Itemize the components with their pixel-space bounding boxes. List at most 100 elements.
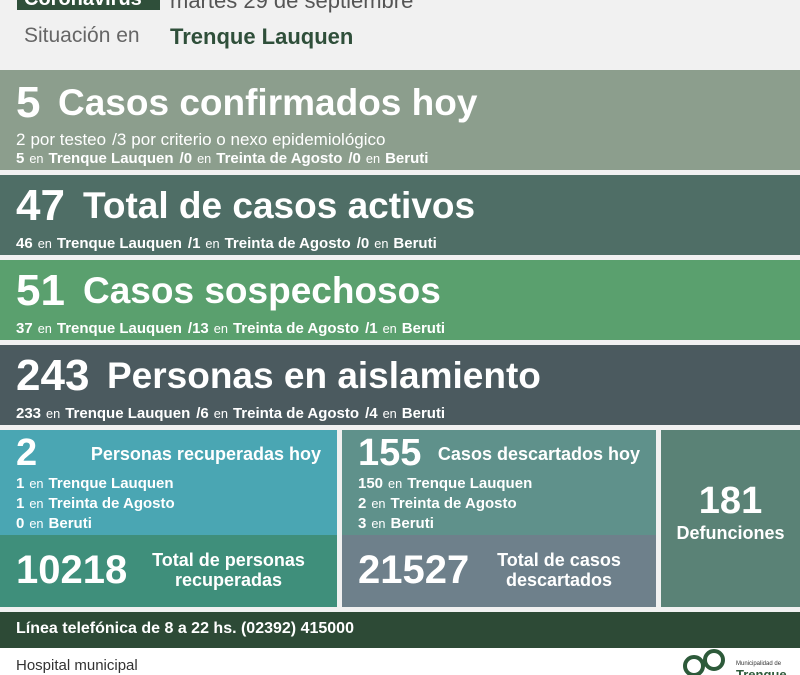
connector: en bbox=[205, 236, 220, 251]
connector: en bbox=[29, 151, 44, 166]
connector: en bbox=[197, 151, 212, 166]
count: 233 bbox=[16, 405, 42, 422]
count: 2 bbox=[16, 130, 26, 149]
separator: / bbox=[187, 320, 193, 337]
big-number: 47 bbox=[16, 181, 65, 230]
text-line: 233 en Trenque Lauquen/6 en Treinta de Agost… bbox=[16, 405, 445, 422]
place: Treinta de Agosto bbox=[216, 150, 343, 167]
connector: en bbox=[29, 496, 44, 511]
section-title: Total de casos activos bbox=[83, 185, 476, 226]
separator: / bbox=[365, 405, 370, 422]
place: Treinta de Agosto bbox=[224, 235, 351, 252]
text-line: 150 en Trenque Lauquen bbox=[358, 475, 532, 492]
section-title: Personas en aislamiento bbox=[107, 355, 541, 396]
count: 13 bbox=[192, 320, 209, 337]
separator: / bbox=[365, 320, 370, 337]
count: 37 bbox=[16, 320, 33, 337]
location-prefix: Situación en bbox=[24, 24, 140, 47]
total-number: 10218 bbox=[16, 548, 128, 592]
count: 1 bbox=[16, 495, 25, 512]
phone: Línea telefónica de 8 a 22 hs. (02392) 4… bbox=[16, 620, 354, 637]
phone-bg bbox=[0, 612, 800, 648]
count: 2 bbox=[358, 495, 367, 512]
place: Treinta de Agosto bbox=[48, 495, 175, 512]
connector: en bbox=[371, 496, 386, 511]
place: Beruti bbox=[390, 515, 434, 532]
separator: / bbox=[112, 130, 117, 149]
card-bg bbox=[0, 430, 337, 535]
card-number: 155 bbox=[358, 432, 422, 474]
separator: / bbox=[179, 150, 184, 167]
connector: en bbox=[213, 321, 228, 336]
card-title: Casos descartados hoy bbox=[437, 444, 640, 464]
deaths-number: 181 bbox=[698, 480, 763, 522]
connector: en bbox=[371, 516, 386, 531]
card-bg bbox=[0, 535, 337, 607]
big-number: 5 bbox=[16, 78, 41, 127]
place: Trenque Lauquen bbox=[65, 405, 191, 422]
count: 0 bbox=[183, 150, 193, 167]
place: Beruti bbox=[393, 235, 437, 252]
text-line: 5 en Trenque Lauquen/0 en Treinta de Agosto /… bbox=[16, 150, 428, 167]
place: Beruti bbox=[48, 515, 92, 532]
text-line: 2 en Treinta de Agosto bbox=[358, 495, 517, 512]
separator: / bbox=[187, 235, 193, 252]
separator: / bbox=[348, 150, 353, 167]
count: 3 bbox=[116, 130, 127, 149]
count: 46 bbox=[16, 235, 33, 252]
detail-text: por criterio o nexo epidemiológico bbox=[131, 130, 386, 149]
count: 0 bbox=[352, 150, 361, 167]
count: 1 bbox=[16, 475, 25, 492]
logo bbox=[683, 649, 725, 675]
section-bg bbox=[0, 345, 800, 425]
connector: en bbox=[382, 406, 397, 421]
count: 1 bbox=[369, 320, 378, 337]
badge: Coronavirus bbox=[24, 0, 142, 11]
place: Beruti bbox=[401, 320, 446, 337]
text-line: 1 en Treinta de Agosto bbox=[16, 495, 175, 512]
place: Beruti bbox=[401, 405, 446, 422]
section-bg bbox=[0, 70, 800, 170]
date: martes 29 de septiembre bbox=[170, 0, 414, 13]
count: 1 bbox=[192, 235, 201, 252]
connector: en bbox=[37, 321, 52, 336]
count: 0 bbox=[16, 515, 25, 532]
total-label: Total de casos descartados bbox=[497, 550, 621, 590]
section-bg bbox=[0, 260, 800, 340]
big-number: 51 bbox=[16, 266, 65, 315]
connector: en bbox=[382, 321, 397, 336]
count: 150 bbox=[358, 475, 384, 492]
place: Trenque Lauquen bbox=[48, 150, 174, 167]
connector: en bbox=[46, 406, 61, 421]
total-number: 21527 bbox=[358, 548, 470, 592]
place: Treinta de Agosto bbox=[232, 405, 360, 422]
connector: en bbox=[374, 236, 389, 251]
place: Treinta de Agosto bbox=[232, 320, 360, 337]
text-line: 1 en Trenque Lauquen bbox=[16, 475, 174, 492]
connector: en bbox=[29, 476, 44, 491]
connector: en bbox=[213, 406, 228, 421]
location: Trenque Lauquen bbox=[170, 24, 354, 49]
connector: en bbox=[29, 516, 44, 531]
count: 3 bbox=[358, 515, 367, 532]
count: 4 bbox=[369, 405, 378, 422]
text-line: 46 en Trenque Lauquen/1 en Treinta de Agosto… bbox=[16, 235, 437, 252]
card-bg bbox=[342, 430, 656, 535]
count: 0 bbox=[360, 235, 370, 252]
total-label: Total de personas recuperadas bbox=[152, 550, 305, 590]
logo-big: Trenque bbox=[736, 667, 787, 675]
separator: / bbox=[356, 235, 361, 252]
section-title: Casos confirmados hoy bbox=[58, 82, 478, 123]
card-number: 2 bbox=[16, 432, 38, 474]
text-line: 2 por testeo /3 por criterio o nexo epidemi… bbox=[16, 130, 385, 150]
section-title: Casos sospechosos bbox=[83, 270, 441, 311]
place: Trenque Lauquen bbox=[48, 475, 174, 492]
place: Treinta de Agosto bbox=[390, 495, 517, 512]
separator: / bbox=[196, 405, 201, 422]
connector: en bbox=[365, 151, 381, 166]
big-number: 243 bbox=[16, 351, 90, 400]
place: Trenque Lauquen bbox=[407, 475, 533, 492]
count: 5 bbox=[16, 150, 25, 167]
connector: en bbox=[37, 236, 52, 251]
